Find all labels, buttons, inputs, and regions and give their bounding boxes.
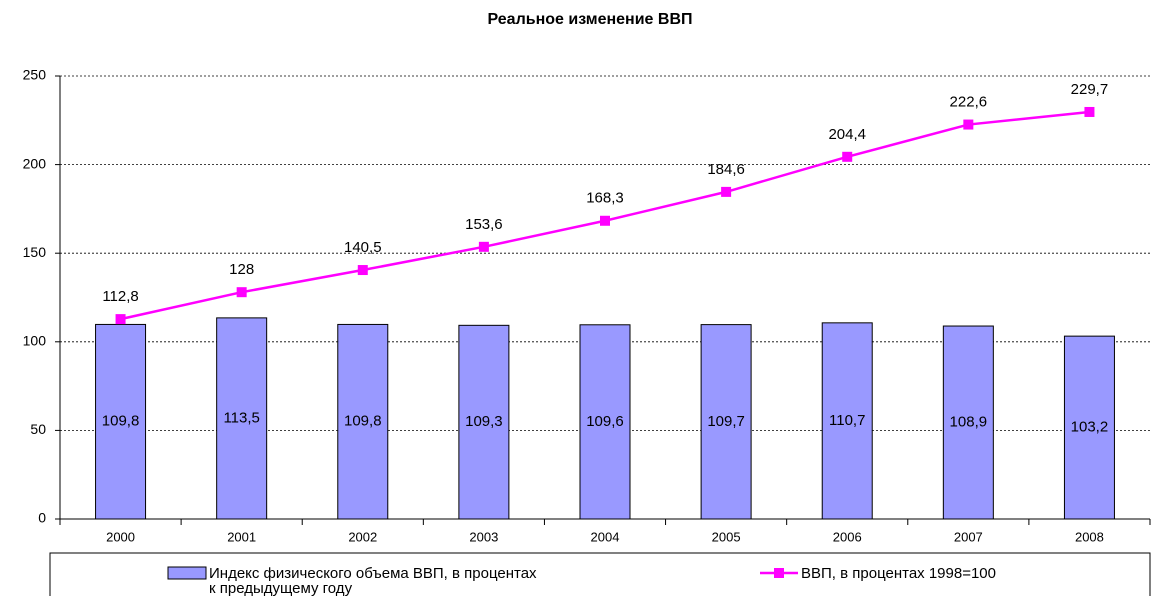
data-label: 140,5 (344, 239, 382, 256)
marker (357, 265, 368, 276)
data-label: 103,2 (1071, 419, 1109, 436)
x-tick-label: 2006 (833, 529, 862, 544)
y-tick-label: 200 (23, 155, 47, 171)
x-tick-label: 2007 (954, 529, 983, 544)
chart-title: Реальное изменение ВВП (488, 11, 693, 28)
data-label: 110,7 (829, 412, 865, 429)
bar (95, 323, 147, 520)
data-label: 168,3 (586, 190, 624, 207)
line (120, 110, 1090, 321)
bar (216, 317, 268, 520)
x-tick-label: 2000 (106, 529, 135, 544)
x-tick-label: 2004 (591, 529, 620, 544)
x-tick-label: 2005 (712, 529, 741, 544)
bar (821, 322, 873, 520)
data-label: 109,8 (102, 413, 140, 430)
y-tick-label: 50 (30, 421, 46, 437)
marker (478, 241, 489, 252)
marker (842, 151, 853, 162)
y-tick-label: 100 (23, 333, 47, 349)
marker (721, 186, 732, 197)
marker (1084, 106, 1095, 117)
marker (115, 314, 126, 325)
bar (458, 324, 510, 520)
y-tick-label: 150 (23, 244, 47, 260)
x-tick-label: 2003 (469, 529, 498, 544)
x-tick-label: 2002 (348, 529, 377, 544)
y-tick-label: 250 (23, 67, 47, 83)
data-label: 109,8 (344, 413, 382, 430)
marker (236, 287, 247, 298)
bar (337, 323, 389, 520)
data-label: 222,6 (950, 94, 988, 111)
marker (600, 215, 610, 226)
data-label: 112,8 (102, 288, 138, 305)
x-tick-label: 2001 (227, 529, 256, 544)
marker (963, 119, 974, 130)
data-label: 128 (229, 261, 254, 278)
data-label: 153,6 (465, 216, 503, 233)
data-label: 204,4 (828, 126, 866, 143)
data-label: 113,5 (223, 409, 259, 426)
data-label: 109,6 (586, 413, 624, 430)
bar (1063, 335, 1115, 520)
legend-marker (774, 568, 784, 578)
legend-label: Индекс физического объема ВВП, в процент… (209, 565, 537, 596)
data-label: 229,7 (1071, 81, 1109, 98)
legend-swatch (167, 566, 207, 580)
data-label: 184,6 (707, 161, 745, 178)
y-tick-label: 0 (38, 510, 46, 526)
bar (942, 325, 994, 520)
data-label: 109,3 (465, 413, 503, 430)
legend-label: ВВП, в процентах 1998=100 (801, 565, 996, 582)
bar (579, 324, 631, 520)
x-tick-label: 2008 (1075, 529, 1104, 544)
data-label: 109,7 (707, 413, 745, 430)
legend-box (49, 552, 1151, 596)
data-label: 108,9 (950, 413, 988, 430)
bar (700, 324, 752, 520)
